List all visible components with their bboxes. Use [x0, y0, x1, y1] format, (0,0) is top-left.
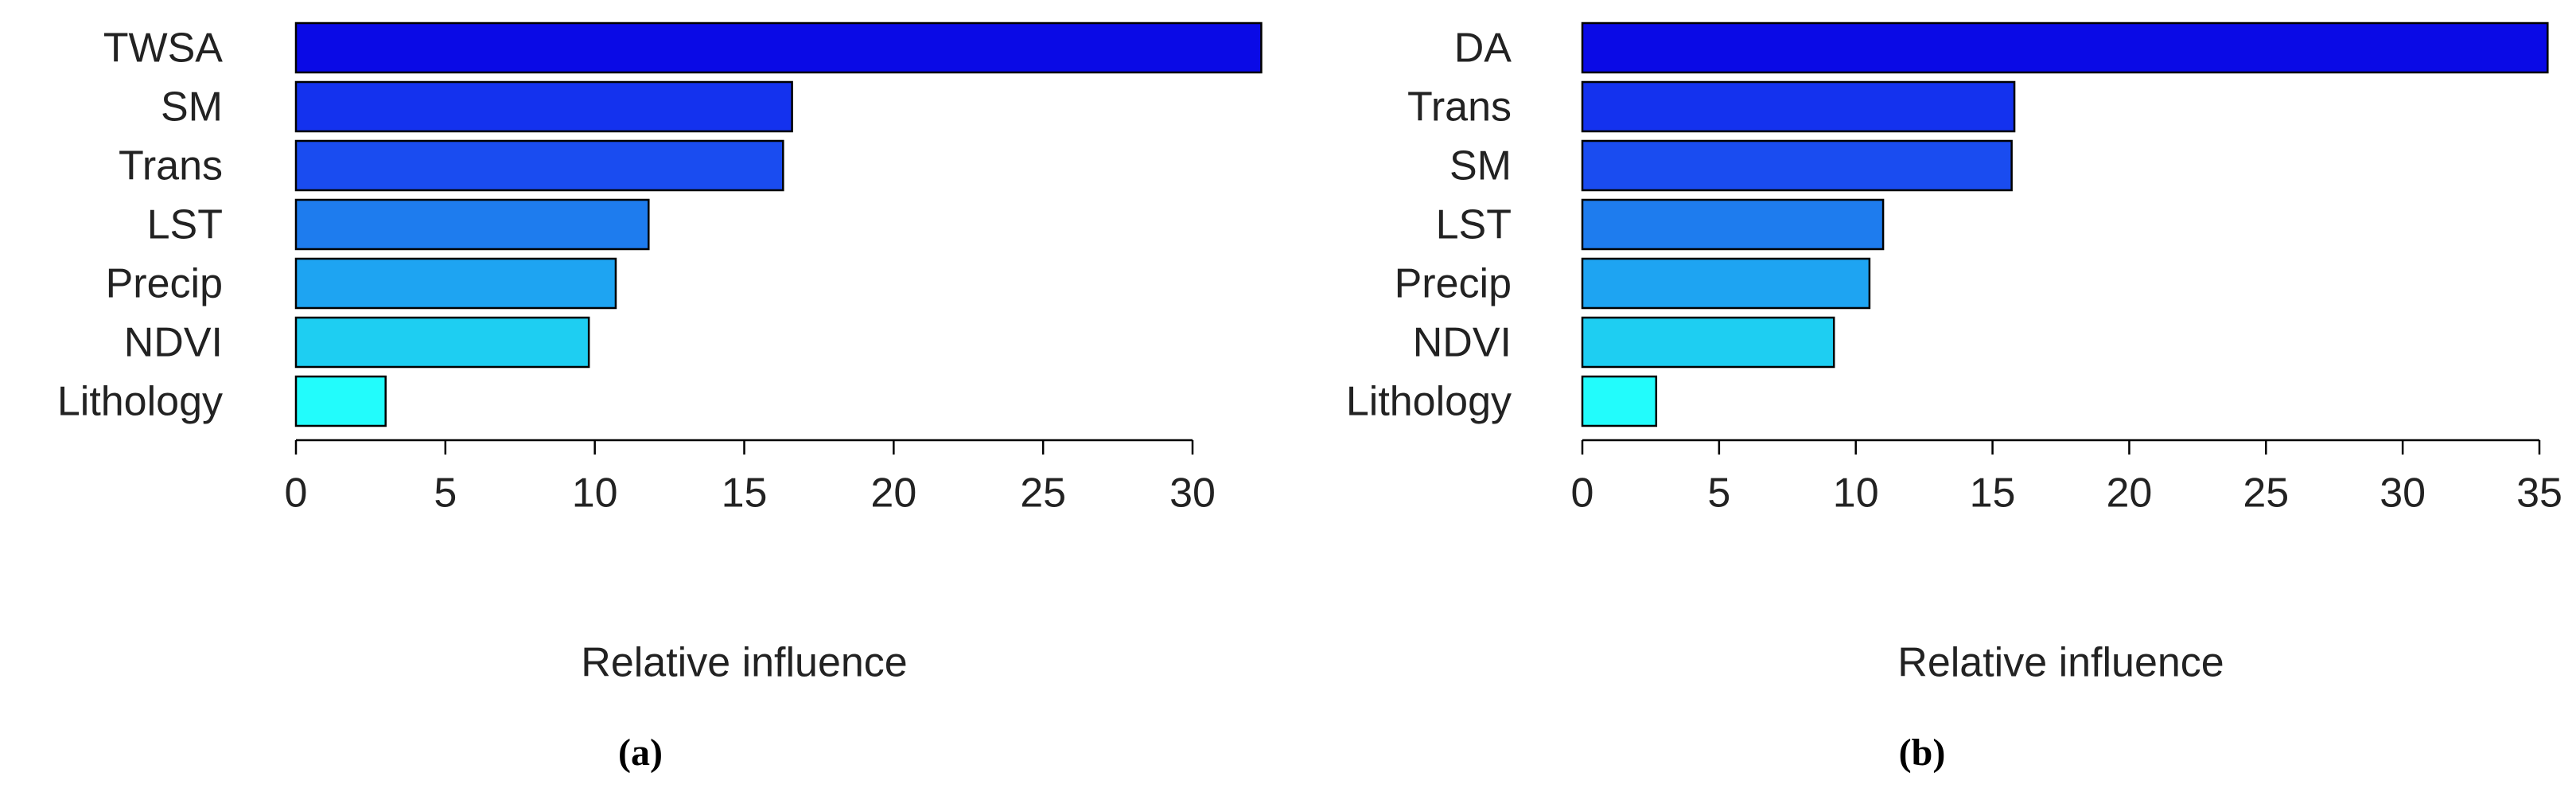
category-label: Lithology [57, 379, 223, 425]
bar [294, 316, 590, 369]
subfigure-caption: (a) [618, 732, 663, 774]
x-tick-label: 25 [1020, 470, 1066, 517]
x-tick-label: 20 [2107, 470, 2153, 517]
category-label: Trans [1407, 84, 1512, 131]
bar [1581, 198, 1885, 251]
bar [1581, 375, 1658, 427]
category-label: NDVI [1413, 320, 1512, 366]
bar [294, 21, 1263, 74]
category-label: TWSA [103, 25, 224, 72]
category-label: Lithology [1346, 379, 1512, 425]
x-tick-label: 10 [572, 470, 618, 517]
x-tick-label: 5 [434, 470, 457, 517]
x-tick-label: 30 [1169, 470, 1216, 517]
bar [1581, 316, 1835, 369]
bar [294, 375, 387, 427]
category-label: Precip [106, 261, 223, 307]
category-label: SM [1449, 143, 1512, 189]
x-axis-title: Relative influence [1897, 640, 2224, 686]
x-tick-label: 20 [870, 470, 916, 517]
bar [294, 139, 784, 192]
category-label: Trans [119, 143, 223, 189]
category-label: LST [147, 202, 223, 248]
category-label: DA [1454, 25, 1512, 72]
x-axis-title: Relative influence [581, 640, 907, 686]
category-label: Precip [1395, 261, 1512, 307]
bar [294, 198, 650, 251]
category-label: LST [1436, 202, 1512, 248]
subfigure-caption: (b) [1899, 732, 1946, 774]
x-tick-label: 10 [1833, 470, 1879, 517]
x-tick-label: 25 [2243, 470, 2289, 517]
x-tick-label: 15 [722, 470, 768, 517]
bar [294, 80, 793, 133]
x-tick-label: 35 [2516, 470, 2562, 517]
bar [1581, 80, 2016, 133]
x-tick-label: 30 [2379, 470, 2426, 517]
bar [1581, 257, 1871, 310]
x-tick-label: 0 [285, 470, 308, 517]
bar [1581, 21, 2549, 74]
x-tick-label: 0 [1571, 470, 1594, 517]
x-tick-label: 5 [1707, 470, 1730, 517]
category-label: SM [161, 84, 223, 131]
bar [294, 257, 617, 310]
bar [1581, 139, 2013, 192]
category-label: NDVI [124, 320, 223, 366]
x-tick-label: 15 [1970, 470, 2016, 517]
